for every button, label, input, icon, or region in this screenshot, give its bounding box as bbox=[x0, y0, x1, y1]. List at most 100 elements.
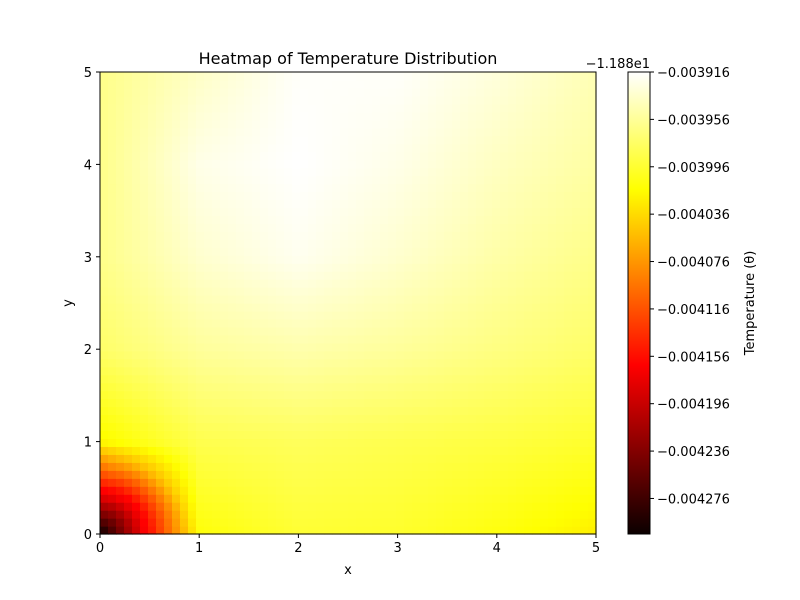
heatmap-cell bbox=[172, 358, 181, 368]
heatmap-cell bbox=[572, 382, 581, 392]
heatmap-cell bbox=[324, 103, 333, 113]
heatmap-cell bbox=[564, 382, 573, 392]
heatmap-cell bbox=[124, 414, 133, 424]
heatmap-cell bbox=[204, 342, 213, 352]
heatmap-cell bbox=[100, 470, 109, 479]
heatmap-cell bbox=[140, 510, 149, 519]
heatmap-cell bbox=[292, 422, 301, 432]
heatmap-cell bbox=[572, 526, 581, 535]
heatmap-cell bbox=[276, 295, 285, 304]
heatmap-cell bbox=[236, 374, 245, 384]
heatmap-cell bbox=[284, 87, 293, 97]
heatmap-cell bbox=[540, 462, 549, 471]
heatmap-cell bbox=[156, 382, 165, 392]
heatmap-cell bbox=[372, 151, 381, 161]
heatmap-cell bbox=[220, 326, 229, 336]
heatmap-cell bbox=[212, 374, 221, 384]
heatmap-cell bbox=[468, 111, 477, 121]
heatmap-cell bbox=[492, 446, 501, 455]
heatmap-cell bbox=[396, 135, 405, 145]
heatmap-cell bbox=[116, 350, 125, 360]
heatmap-cell bbox=[188, 287, 197, 296]
heatmap-cell bbox=[460, 326, 469, 336]
heatmap-cell bbox=[212, 135, 221, 145]
heatmap-cell bbox=[236, 87, 245, 97]
heatmap-cell bbox=[244, 486, 253, 495]
heatmap-cell bbox=[540, 223, 549, 232]
heatmap-cell bbox=[444, 159, 453, 169]
heatmap-cell bbox=[236, 486, 245, 495]
heatmap-cell bbox=[172, 494, 181, 503]
heatmap-cell bbox=[388, 446, 397, 455]
heatmap-cell bbox=[524, 103, 533, 113]
heatmap-cell bbox=[452, 390, 461, 400]
heatmap-cell bbox=[132, 199, 141, 209]
heatmap-cell bbox=[188, 422, 197, 432]
heatmap-cell bbox=[148, 231, 157, 240]
heatmap-cell bbox=[516, 79, 525, 89]
heatmap-cell bbox=[180, 191, 189, 201]
heatmap-cell bbox=[492, 143, 501, 153]
heatmap-cell bbox=[276, 422, 285, 432]
heatmap-cell bbox=[428, 143, 437, 153]
heatmap-cell bbox=[260, 310, 269, 320]
heatmap-cell bbox=[348, 310, 357, 320]
heatmap-cell bbox=[404, 143, 413, 153]
heatmap-cell bbox=[332, 303, 341, 312]
heatmap-cell bbox=[460, 255, 469, 264]
heatmap-cell bbox=[364, 510, 373, 519]
heatmap-cell bbox=[524, 310, 533, 320]
heatmap-cell bbox=[516, 135, 525, 145]
heatmap-cell bbox=[588, 271, 597, 280]
heatmap-cell bbox=[396, 231, 405, 240]
heatmap-cell bbox=[228, 143, 237, 153]
heatmap-cell bbox=[196, 478, 205, 487]
heatmap-cell bbox=[500, 271, 509, 280]
heatmap-cell bbox=[180, 342, 189, 352]
heatmap-cell bbox=[556, 287, 565, 296]
heatmap-cell bbox=[548, 502, 557, 511]
heatmap-cell bbox=[444, 175, 453, 185]
heatmap-cell bbox=[372, 127, 381, 137]
heatmap-cell bbox=[556, 95, 565, 105]
heatmap-cell bbox=[292, 247, 301, 256]
heatmap-cell bbox=[564, 239, 573, 248]
heatmap-cell bbox=[108, 263, 117, 272]
colorbar-offset-text: −1.188e1 bbox=[586, 57, 650, 72]
heatmap-cell bbox=[292, 438, 301, 447]
heatmap-cell bbox=[500, 382, 509, 392]
heatmap-cell bbox=[412, 191, 421, 201]
heatmap-cell bbox=[524, 167, 533, 177]
heatmap-cell bbox=[380, 135, 389, 145]
heatmap-cell bbox=[164, 103, 173, 113]
heatmap-cell bbox=[236, 111, 245, 121]
heatmap-cell bbox=[540, 263, 549, 272]
heatmap-cell bbox=[276, 526, 285, 535]
heatmap-cell bbox=[412, 151, 421, 161]
heatmap-cell bbox=[372, 342, 381, 352]
heatmap-cell bbox=[212, 239, 221, 248]
heatmap-cell bbox=[380, 287, 389, 296]
heatmap-cell bbox=[164, 271, 173, 280]
heatmap-cell bbox=[476, 167, 485, 177]
heatmap-cell bbox=[196, 422, 205, 432]
heatmap-cell bbox=[324, 502, 333, 511]
heatmap-cell bbox=[292, 318, 301, 328]
heatmap-cell bbox=[548, 119, 557, 129]
heatmap-cell bbox=[340, 135, 349, 145]
heatmap-cell bbox=[252, 191, 261, 201]
heatmap-cell bbox=[316, 279, 325, 288]
heatmap-cell bbox=[204, 159, 213, 169]
heatmap-cell bbox=[156, 199, 165, 209]
heatmap-cell bbox=[244, 135, 253, 145]
heatmap-cell bbox=[404, 486, 413, 495]
heatmap-cell bbox=[356, 518, 365, 527]
heatmap-cell bbox=[156, 478, 165, 487]
heatmap-cell bbox=[452, 151, 461, 161]
heatmap-cell bbox=[516, 366, 525, 376]
heatmap-cell bbox=[412, 159, 421, 169]
heatmap-cell bbox=[524, 406, 533, 416]
heatmap-cell bbox=[300, 111, 309, 121]
heatmap-cell bbox=[236, 462, 245, 471]
heatmap-cell bbox=[220, 295, 229, 304]
